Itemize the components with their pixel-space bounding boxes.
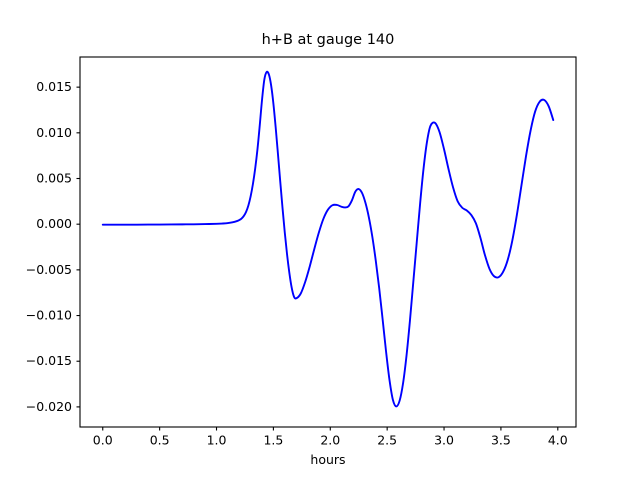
y-tick-label: −0.005 (26, 262, 72, 277)
y-tick-label: −0.015 (26, 353, 72, 368)
x-tick-label: 4.0 (548, 433, 568, 448)
data-series-line (101, 70, 555, 408)
chart-title: h+B at gauge 140 (262, 32, 395, 48)
x-tick-label: 1.5 (263, 433, 283, 448)
x-axis-ticks: 0.0 0.5 1.0 1.5 2.0 2.5 3.0 3.5 4.0 (93, 427, 568, 448)
y-tick-label: 0.005 (36, 171, 72, 186)
x-tick-label: 3.5 (491, 433, 511, 448)
y-tick-label: 0.015 (36, 79, 72, 94)
x-axis-label: hours (310, 452, 345, 467)
x-tick-label: 0.0 (93, 433, 113, 448)
y-tick-label: 0.000 (36, 216, 72, 231)
axes-frame (79, 56, 577, 428)
x-tick-label: 1.0 (207, 433, 227, 448)
y-tick-label: −0.020 (26, 399, 72, 414)
x-tick-label: 3.0 (434, 433, 454, 448)
x-tick-label: 0.5 (150, 433, 170, 448)
y-tick-label: −0.010 (26, 308, 72, 323)
y-axis-ticks: 0.015 0.010 0.005 0.000 −0.005 −0.010 −0.015 −0… (26, 79, 80, 414)
x-tick-label: 2.5 (377, 433, 397, 448)
y-tick-label: 0.010 (36, 125, 72, 140)
x-tick-label: 2.0 (320, 433, 340, 448)
